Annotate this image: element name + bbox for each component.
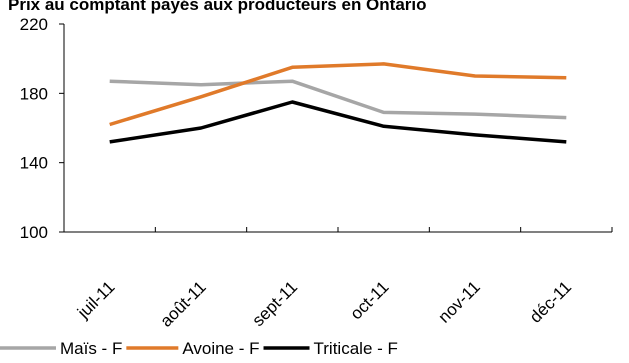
series-lines [109, 62, 567, 144]
x-tick-label: nov-11 [435, 277, 484, 326]
x-tick-label: juil-11 [73, 277, 118, 322]
series-line-3 [109, 100, 567, 144]
legend: Maïs - F Avoine - F Triticale - F [0, 339, 398, 358]
x-tick-label: déc-11 [526, 277, 575, 326]
x-tick-label: sept-11 [249, 277, 302, 330]
series-line-1 [109, 79, 567, 120]
y-tick-label: 100 [20, 223, 48, 242]
x-tick-label: oct-11 [347, 277, 393, 323]
legend-label-2: Avoine - F [182, 339, 259, 358]
axes: 100 140 180 220 juil-11 août-11 sept-11 oct-11 n… [20, 15, 613, 331]
legend-label-1: Maïs - F [60, 339, 122, 358]
series-line-2 [109, 62, 567, 127]
x-tick-label: août-11 [157, 277, 210, 330]
y-tick-label: 220 [20, 15, 48, 34]
legend-label-3: Triticale - F [314, 339, 398, 358]
y-tick-label: 140 [20, 154, 48, 173]
y-tick-label: 180 [20, 84, 48, 103]
chart-title: Prix au comptant payés aux producteurs e… [8, 0, 427, 14]
